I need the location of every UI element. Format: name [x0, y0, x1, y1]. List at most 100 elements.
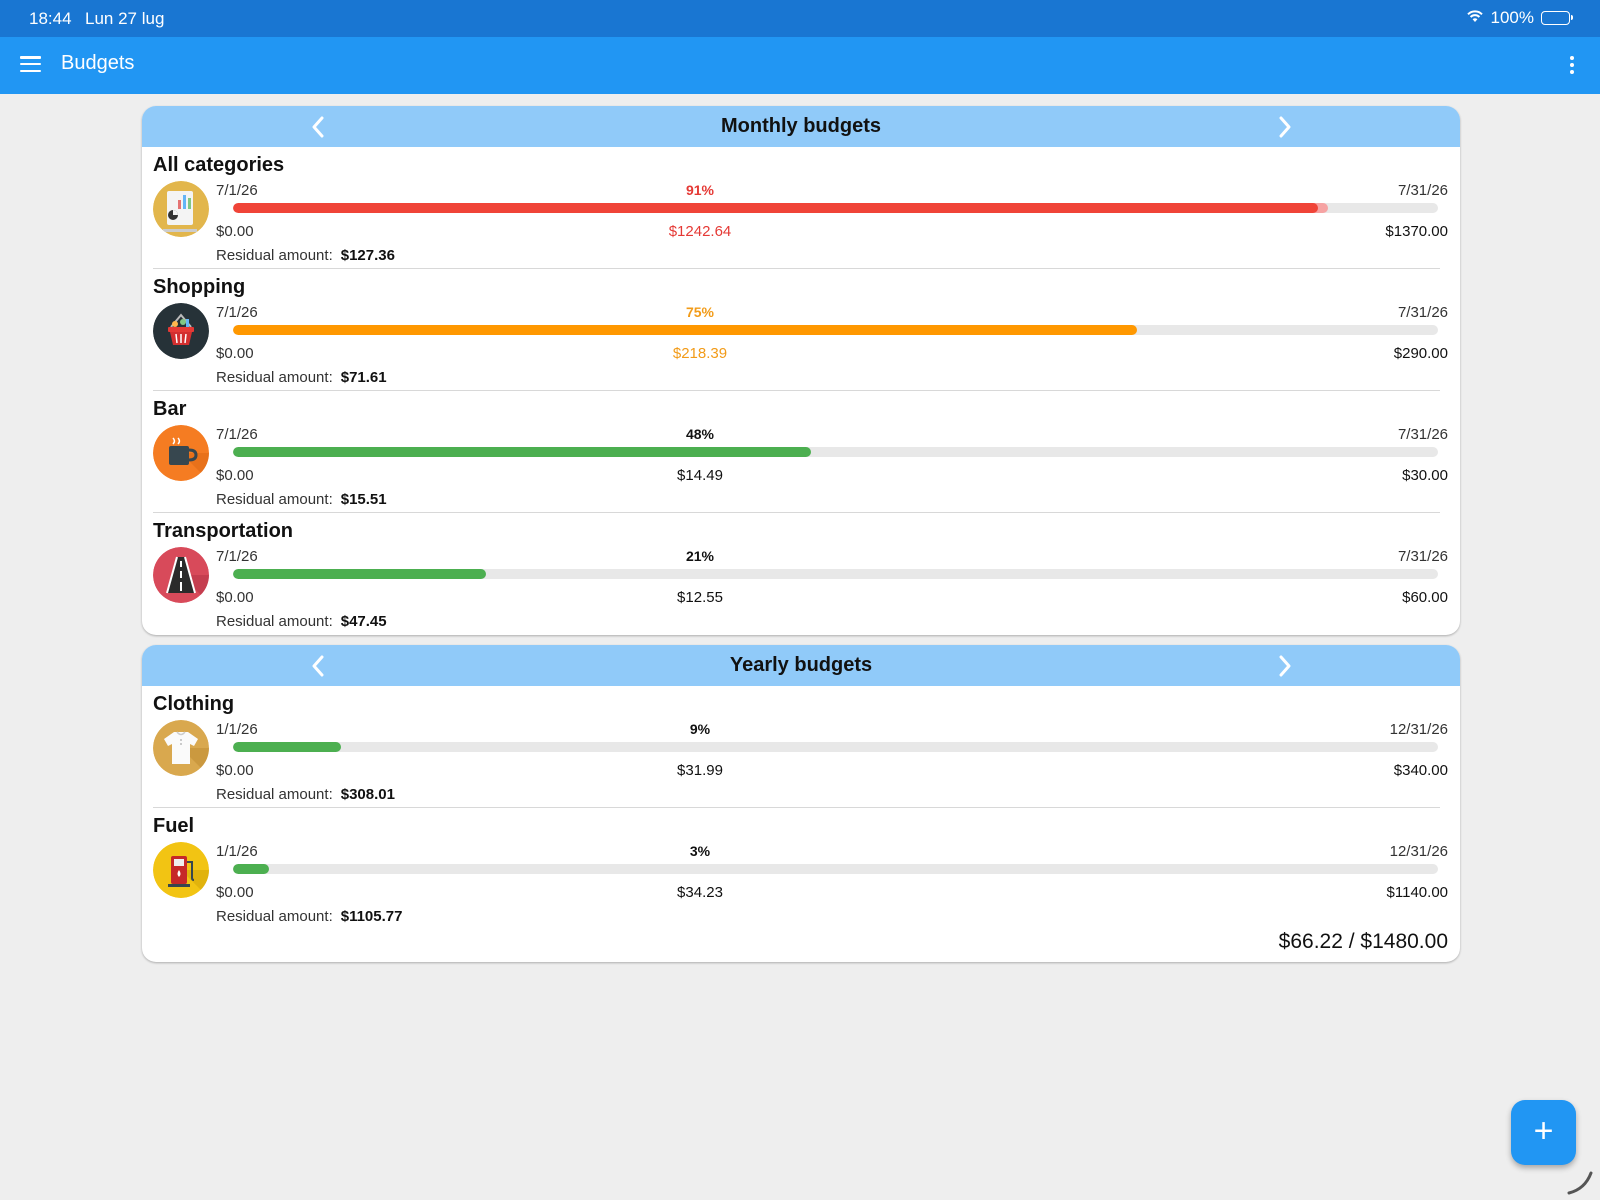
amount-spent: $1242.64: [668, 223, 732, 240]
residual-label: Residual amount:: [216, 908, 333, 925]
budget-percent: 3%: [689, 843, 711, 859]
budget-name: Fuel: [153, 815, 195, 837]
budget-item-transportation[interactable]: Transportation 7/1/26 21% 7/31/26 $0.00 …: [142, 513, 1460, 635]
menu-icon[interactable]: [20, 56, 41, 72]
budget-name: Bar: [153, 398, 187, 420]
shopping-basket-icon: [153, 303, 209, 359]
progress-fill: [233, 203, 1318, 213]
budget-percent: 48%: [685, 426, 715, 442]
monthly-budgets-title: Monthly budgets: [721, 115, 881, 137]
divider: [153, 807, 1440, 808]
chevron-left-icon[interactable]: [303, 645, 333, 686]
amount-min: $0.00: [216, 589, 254, 606]
amount-spent: $14.49: [677, 467, 723, 484]
corner-handle-icon: [1567, 1171, 1593, 1195]
budget-item-shopping[interactable]: Shopping 7/1/26 75% 7/31/26 $0.00 $218.3…: [142, 269, 1460, 391]
period-start: 1/1/26: [216, 721, 258, 738]
budget-progress-bar: [233, 447, 1438, 457]
road-icon: [153, 547, 209, 603]
progress-fill: [233, 864, 270, 874]
residual-value: $47.45: [340, 613, 387, 630]
residual-value: $15.51: [340, 491, 387, 508]
app-bar: Budgets: [0, 37, 1600, 94]
amount-max: $340.00: [1393, 762, 1448, 779]
status-bar: 18:44 Lun 27 lug 100%: [0, 0, 1600, 37]
more-options-icon[interactable]: [1570, 56, 1574, 74]
budget-item-all-categories[interactable]: All categories 7/1/26 91% 7/31/26 $0.00 …: [142, 147, 1460, 269]
period-start: 7/1/26: [216, 304, 258, 321]
amount-spent: $12.55: [677, 589, 723, 606]
progress-fill: [233, 325, 1137, 335]
chevron-right-icon[interactable]: [1270, 645, 1300, 686]
amount-min: $0.00: [216, 467, 254, 484]
budget-progress-bar: [233, 742, 1438, 752]
residual-amount: Residual amount: $47.45: [216, 613, 387, 630]
chevron-right-icon[interactable]: [1270, 106, 1300, 147]
period-start: 7/1/26: [216, 426, 258, 443]
budget-progress-bar: [233, 864, 1438, 874]
yearly-total-value: $66.22 / $1480.00: [1278, 930, 1448, 953]
budget-name: Shopping: [153, 276, 246, 298]
status-date: Lun 27 lug: [85, 9, 165, 28]
budget-percent: 75%: [685, 304, 715, 320]
period-end: 7/31/26: [1397, 548, 1448, 565]
divider: [153, 390, 1440, 391]
wifi-icon: [1466, 8, 1484, 28]
amount-spent: $218.39: [672, 345, 728, 362]
amount-min: $0.00: [216, 884, 254, 901]
amount-spent: $34.23: [677, 884, 723, 901]
residual-amount: Residual amount: $308.01: [216, 786, 395, 803]
amount-min: $0.00: [216, 223, 254, 240]
amount-max: $60.00: [1402, 589, 1448, 606]
progress-fill: [233, 569, 487, 579]
progress-fill: [233, 742, 342, 752]
period-end: 7/31/26: [1397, 426, 1448, 443]
residual-label: Residual amount:: [216, 786, 333, 803]
plus-icon: +: [1533, 1112, 1554, 1150]
divider: [153, 512, 1440, 513]
battery-icon: [1541, 11, 1573, 25]
chevron-left-icon[interactable]: [303, 106, 333, 147]
divider: [153, 268, 1440, 269]
residual-label: Residual amount:: [216, 613, 333, 630]
amount-max: $30.00: [1402, 467, 1448, 484]
budget-item-clothing[interactable]: Clothing 1/1/26 9% 12/31/26 $0.00 $31.99…: [142, 686, 1460, 808]
budget-name: All categories: [153, 154, 285, 176]
amount-spent: $31.99: [677, 762, 723, 779]
residual-amount: Residual amount: $15.51: [216, 491, 387, 508]
amount-max: $290.00: [1393, 345, 1448, 362]
budget-item-bar[interactable]: Bar 7/1/26 48% 7/31/26 $0.00 $14.49 $30.…: [142, 391, 1460, 513]
amount-min: $0.00: [216, 345, 254, 362]
page-title: Budgets: [61, 52, 135, 74]
monthly-budgets-card: Monthly budgets All categories 7/1/26 91…: [142, 106, 1460, 635]
budget-percent: 9%: [689, 721, 711, 737]
period-start: 1/1/26: [216, 843, 258, 860]
budget-item-fuel[interactable]: Fuel 1/1/26 3% 12/31/26 $0.00 $34.23 $11…: [142, 808, 1460, 930]
progress-fill: [233, 447, 812, 457]
status-right: 100%: [1466, 8, 1573, 28]
budget-name: Clothing: [153, 693, 235, 715]
all-categories-icon: [153, 181, 209, 237]
add-budget-button[interactable]: +: [1511, 1100, 1576, 1165]
residual-value: $1105.77: [340, 908, 403, 925]
amount-min: $0.00: [216, 762, 254, 779]
residual-label: Residual amount:: [216, 247, 333, 264]
period-end: 7/31/26: [1397, 182, 1448, 199]
residual-amount: Residual amount: $127.36: [216, 247, 395, 264]
residual-value: $71.61: [340, 369, 387, 386]
period-start: 7/1/26: [216, 182, 258, 199]
budget-progress-bar: [233, 203, 1438, 213]
budget-progress-bar: [233, 325, 1438, 335]
period-end: 12/31/26: [1389, 843, 1448, 860]
yearly-budgets-header: Yearly budgets: [142, 645, 1460, 686]
yearly-budgets-title: Yearly budgets: [729, 654, 873, 676]
amount-max: $1140.00: [1386, 884, 1448, 901]
yearly-total: $66.22 / $1480.00: [142, 930, 1460, 962]
residual-label: Residual amount:: [216, 491, 333, 508]
residual-amount: Residual amount: $1105.77: [216, 908, 402, 925]
budget-name: Transportation: [153, 520, 294, 542]
residual-label: Residual amount:: [216, 369, 333, 386]
period-end: 7/31/26: [1397, 304, 1448, 321]
battery-percent: 100%: [1490, 8, 1534, 27]
budget-percent: 21%: [685, 548, 715, 564]
